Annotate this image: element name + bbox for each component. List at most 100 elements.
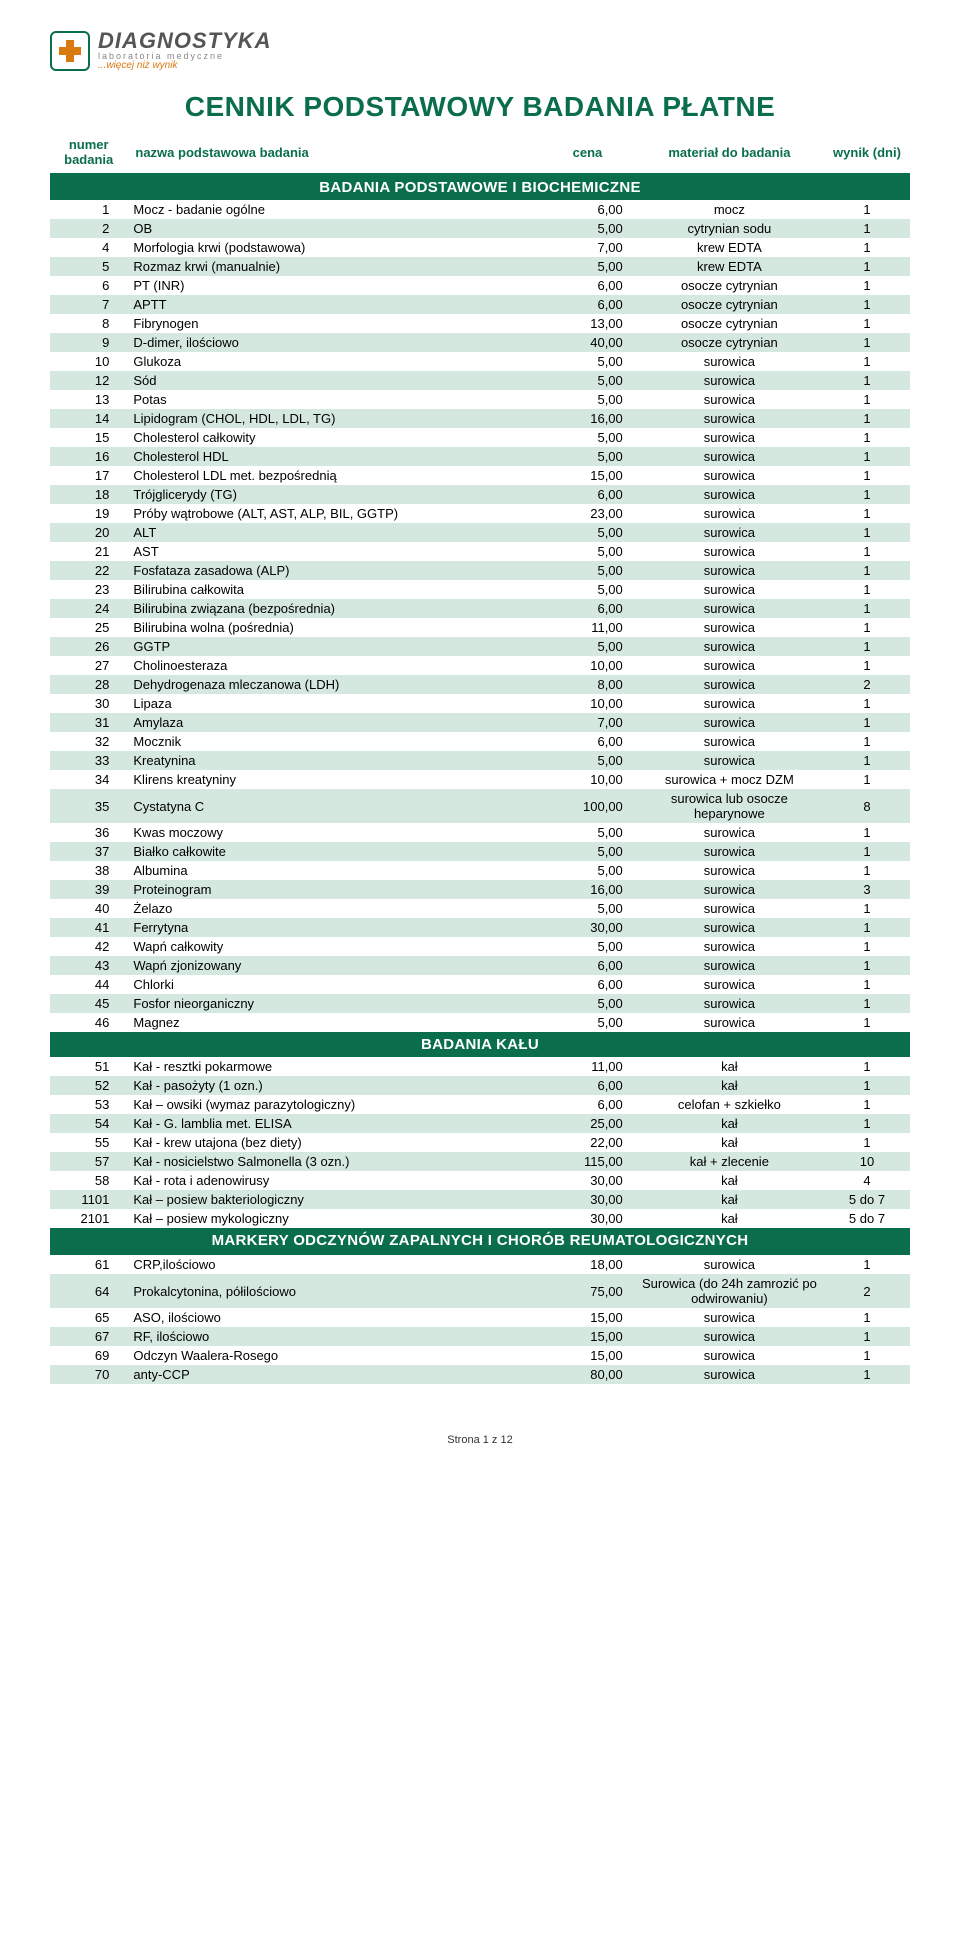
cell-days: 1 [824, 1133, 910, 1152]
cell-material: mocz [635, 200, 824, 219]
table-row: 36Kwas moczowy5,00surowica1 [50, 823, 910, 842]
cell-price: 13,00 [540, 314, 635, 333]
cell-num: 45 [50, 994, 127, 1013]
cell-price: 15,00 [540, 1308, 635, 1327]
cell-num: 28 [50, 675, 127, 694]
cell-name: Kał - krew utajona (bez diety) [127, 1133, 540, 1152]
cell-name: Odczyn Waalera-Rosego [127, 1346, 540, 1365]
cell-price: 6,00 [540, 1095, 635, 1114]
cell-name: Lipaza [127, 694, 540, 713]
cell-num: 38 [50, 861, 127, 880]
cell-num: 15 [50, 428, 127, 447]
table-row: 4Morfologia krwi (podstawowa)7,00krew ED… [50, 238, 910, 257]
cell-days: 1 [824, 523, 910, 542]
table-row: 41Ferrytyna30,00surowica1 [50, 918, 910, 937]
cell-price: 5,00 [540, 542, 635, 561]
cell-price: 30,00 [540, 1190, 635, 1209]
cell-material: kał [635, 1133, 824, 1152]
table-header: numer badania nazwa podstawowa badania c… [50, 131, 910, 174]
cell-name: Kał - nosicielstwo Salmonella (3 ozn.) [127, 1152, 540, 1171]
cell-material: surowica [635, 637, 824, 656]
cell-name: ASO, ilościowo [127, 1308, 540, 1327]
cell-num: 37 [50, 842, 127, 861]
table-row: 23Bilirubina całkowita5,00surowica1 [50, 580, 910, 599]
cell-num: 22 [50, 561, 127, 580]
cell-days: 1 [824, 694, 910, 713]
cell-name: Kał – posiew bakteriologiczny [127, 1190, 540, 1209]
table-row: 52Kał - pasożyty (1 ozn.)6,00kał1 [50, 1076, 910, 1095]
cell-days: 2 [824, 675, 910, 694]
table-row: 40Żelazo5,00surowica1 [50, 899, 910, 918]
cell-name: Kał - resztki pokarmowe [127, 1057, 540, 1076]
table-row: 28Dehydrogenaza mleczanowa (LDH)8,00suro… [50, 675, 910, 694]
page-title: CENNIK PODSTAWOWY BADANIA PŁATNE [50, 91, 910, 123]
cell-price: 30,00 [540, 1171, 635, 1190]
cell-num: 12 [50, 371, 127, 390]
cell-material: surowica lub osocze heparynowe [635, 789, 824, 823]
cell-days: 1 [824, 823, 910, 842]
cell-days: 1 [824, 1057, 910, 1076]
cell-name: Klirens kreatyniny [127, 770, 540, 789]
cell-days: 1 [824, 314, 910, 333]
cell-num: 32 [50, 732, 127, 751]
cell-num: 7 [50, 295, 127, 314]
cell-price: 115,00 [540, 1152, 635, 1171]
table-row: 53Kał – owsiki (wymaz parazytologiczny)6… [50, 1095, 910, 1114]
cell-days: 1 [824, 219, 910, 238]
table-row: 65ASO, ilościowo15,00surowica1 [50, 1308, 910, 1327]
table-row: 45Fosfor nieorganiczny5,00surowica1 [50, 994, 910, 1013]
table-row: 2101Kał – posiew mykologiczny30,00kał5 d… [50, 1209, 910, 1228]
cell-days: 1 [824, 428, 910, 447]
cell-name: Fibrynogen [127, 314, 540, 333]
cell-days: 1 [824, 447, 910, 466]
cell-material: osocze cytrynian [635, 276, 824, 295]
table-row: 14Lipidogram (CHOL, HDL, LDL, TG)16,00su… [50, 409, 910, 428]
cell-price: 15,00 [540, 1327, 635, 1346]
cell-name: Żelazo [127, 899, 540, 918]
cell-material: surowica [635, 880, 824, 899]
col-material: materiał do badania [635, 131, 824, 174]
cell-material: surowica [635, 713, 824, 732]
cell-num: 6 [50, 276, 127, 295]
cell-material: surowica [635, 1254, 824, 1274]
cell-num: 25 [50, 618, 127, 637]
cell-num: 65 [50, 1308, 127, 1327]
cell-price: 5,00 [540, 823, 635, 842]
table-row: 35Cystatyna C100,00surowica lub osocze h… [50, 789, 910, 823]
cell-days: 1 [824, 637, 910, 656]
table-row: 13Potas5,00surowica1 [50, 390, 910, 409]
table-row: 30Lipaza10,00surowica1 [50, 694, 910, 713]
cell-material: surowica [635, 561, 824, 580]
cell-days: 1 [824, 466, 910, 485]
cell-price: 5,00 [540, 523, 635, 542]
cell-days: 1 [824, 1254, 910, 1274]
cell-price: 5,00 [540, 751, 635, 770]
cell-num: 70 [50, 1365, 127, 1384]
section-header: BADANIA KAŁU [50, 1032, 910, 1057]
cell-num: 35 [50, 789, 127, 823]
cell-num: 51 [50, 1057, 127, 1076]
cell-price: 16,00 [540, 880, 635, 899]
table-row: 5Rozmaz krwi (manualnie)5,00krew EDTA1 [50, 257, 910, 276]
cell-days: 1 [824, 390, 910, 409]
cell-num: 54 [50, 1114, 127, 1133]
cell-price: 5,00 [540, 447, 635, 466]
table-row: 18Trójglicerydy (TG)6,00surowica1 [50, 485, 910, 504]
cell-days: 1 [824, 200, 910, 219]
cell-price: 8,00 [540, 675, 635, 694]
table-row: 46Magnez5,00surowica1 [50, 1013, 910, 1032]
cell-name: Glukoza [127, 352, 540, 371]
cell-name: Amylaza [127, 713, 540, 732]
cell-price: 23,00 [540, 504, 635, 523]
cell-days: 8 [824, 789, 910, 823]
price-table: numer badania nazwa podstawowa badania c… [50, 131, 910, 1384]
cell-material: Surowica (do 24h zamrozić po odwirowaniu… [635, 1274, 824, 1308]
table-row: 6PT (INR)6,00osocze cytrynian1 [50, 276, 910, 295]
cell-days: 1 [824, 352, 910, 371]
cell-days: 1 [824, 295, 910, 314]
section-title: MARKERY ODCZYNÓW ZAPALNYCH I CHORÓB REUM… [50, 1228, 910, 1254]
table-row: 15Cholesterol całkowity5,00surowica1 [50, 428, 910, 447]
cell-num: 24 [50, 599, 127, 618]
cell-price: 5,00 [540, 428, 635, 447]
cell-price: 18,00 [540, 1254, 635, 1274]
